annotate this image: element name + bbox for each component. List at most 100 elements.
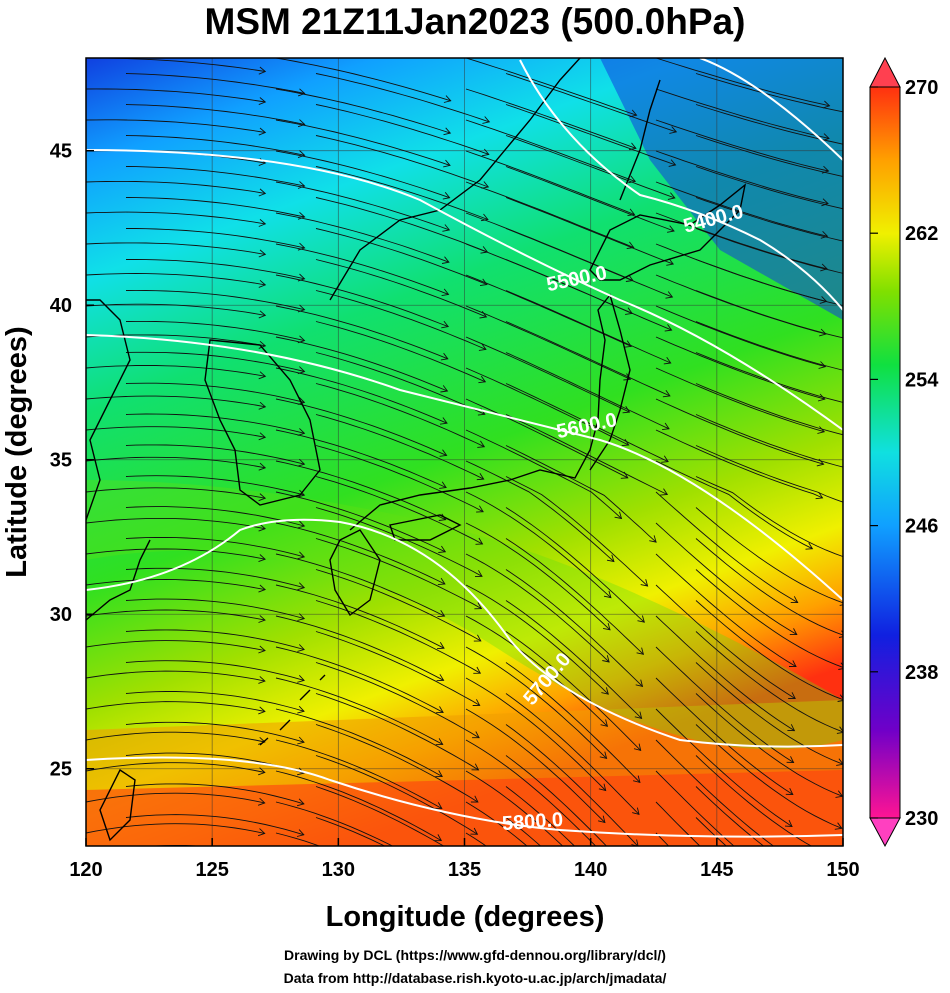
colorbar-gradient (869, 86, 901, 819)
streamline-arrowhead (862, 274, 869, 281)
streamline (465, 150, 635, 215)
streamline (655, 770, 735, 846)
streamline (505, 662, 641, 783)
x-tick-label: 120 (69, 859, 102, 881)
streamline (655, 832, 670, 846)
streamline-arrowhead (257, 828, 266, 837)
streamline (655, 801, 701, 846)
streamline (275, 739, 443, 809)
streamline-arrowhead (481, 148, 490, 157)
streamline (465, 677, 607, 791)
streamline-arrowhead (476, 472, 485, 481)
streamline-arrowhead (258, 340, 267, 349)
streamline-arrowhead (784, 852, 791, 858)
streamline (125, 691, 305, 712)
streamline-arrowhead (258, 767, 266, 776)
streamline-arrowhead (297, 242, 306, 251)
streamline-arrowhead (443, 159, 451, 168)
streamline (86, 395, 266, 408)
streamline (655, 460, 813, 550)
streamline-arrowhead (258, 523, 266, 532)
streamline (465, 181, 634, 248)
streamline-arrowhead (297, 582, 306, 591)
streamline (655, 553, 797, 667)
streamline (86, 211, 266, 225)
streamline-arrowhead (668, 159, 677, 167)
streamline-arrowhead (439, 481, 447, 489)
streamline (315, 538, 482, 609)
streamline (275, 832, 321, 846)
streamline (275, 460, 446, 521)
streamline (695, 135, 843, 177)
streamline-arrowhead (441, 320, 450, 329)
streamline-arrowhead (628, 175, 637, 184)
streamline-arrowhead (258, 615, 266, 623)
streamline (695, 414, 843, 468)
contour-line-5400 (699, 58, 843, 161)
streamline (125, 567, 305, 589)
colorbar-max-triangle (869, 56, 901, 88)
streamline (505, 383, 669, 463)
streamline-arrowhead (858, 503, 865, 510)
streamline (465, 584, 609, 695)
streamline (655, 58, 830, 107)
streamline-arrowhead (297, 119, 306, 128)
streamline (315, 73, 490, 123)
streamline-arrowhead (601, 687, 609, 695)
streamline (655, 88, 830, 139)
streamline-arrowhead (788, 660, 797, 668)
credit-dcl: Drawing by DCL (https://www.gfd-dennou.o… (284, 947, 666, 963)
streamline (695, 662, 843, 765)
streamline (86, 762, 265, 773)
streamline (465, 429, 622, 519)
streamline-arrowhead (297, 211, 306, 220)
streamline-arrowhead (783, 916, 790, 922)
streamline (315, 290, 487, 350)
streamline (505, 321, 671, 397)
streamline (275, 677, 443, 745)
streamline-arrowhead (297, 705, 305, 714)
streamline-arrowhead (669, 126, 678, 134)
streamline (465, 646, 607, 759)
streamline (86, 823, 265, 834)
streamline (315, 600, 481, 674)
streamline (315, 135, 489, 188)
streamline (86, 609, 266, 621)
streamline-arrowhead (438, 545, 447, 553)
streamline (315, 321, 486, 383)
x-tick-label: 145 (700, 859, 733, 881)
streamline-arrowhead (790, 596, 799, 604)
streamline-arrowhead (476, 505, 484, 513)
streamline (465, 305, 631, 380)
streamline-arrowhead (848, 555, 855, 562)
height-contours (86, 58, 843, 838)
streamline (695, 290, 843, 339)
streamline (695, 507, 843, 604)
streamline (465, 739, 597, 846)
streamline (655, 119, 829, 172)
streamline (125, 197, 305, 218)
streamline (695, 600, 843, 701)
y-axis: 25 30 35 40 45 (50, 141, 94, 781)
x-axis: 120 125 130 135 140 145 150 (69, 838, 860, 881)
streamline (275, 429, 447, 488)
streamline-arrowhead (862, 306, 869, 313)
streamline-arrowhead (258, 249, 267, 258)
streamline-arrowhead (833, 919, 840, 926)
streamline-arrowhead (649, 535, 657, 543)
streamline-arrowhead (839, 598, 843, 606)
streamline-arrowhead (597, 815, 606, 824)
streamline-arrowhead (789, 628, 798, 636)
streamline (465, 491, 612, 598)
streamline (315, 631, 480, 706)
streamline-arrowhead (475, 537, 484, 545)
streamline (275, 274, 449, 328)
streamline (315, 662, 480, 739)
streamline-arrowhead (482, 116, 491, 124)
streamline-arrowhead (480, 213, 489, 222)
streamline (86, 487, 266, 499)
streamline (655, 305, 826, 368)
streamline-arrowhead (258, 432, 267, 441)
colorbar-min-triangle (869, 817, 901, 848)
streamline-arrowhead (660, 488, 669, 496)
